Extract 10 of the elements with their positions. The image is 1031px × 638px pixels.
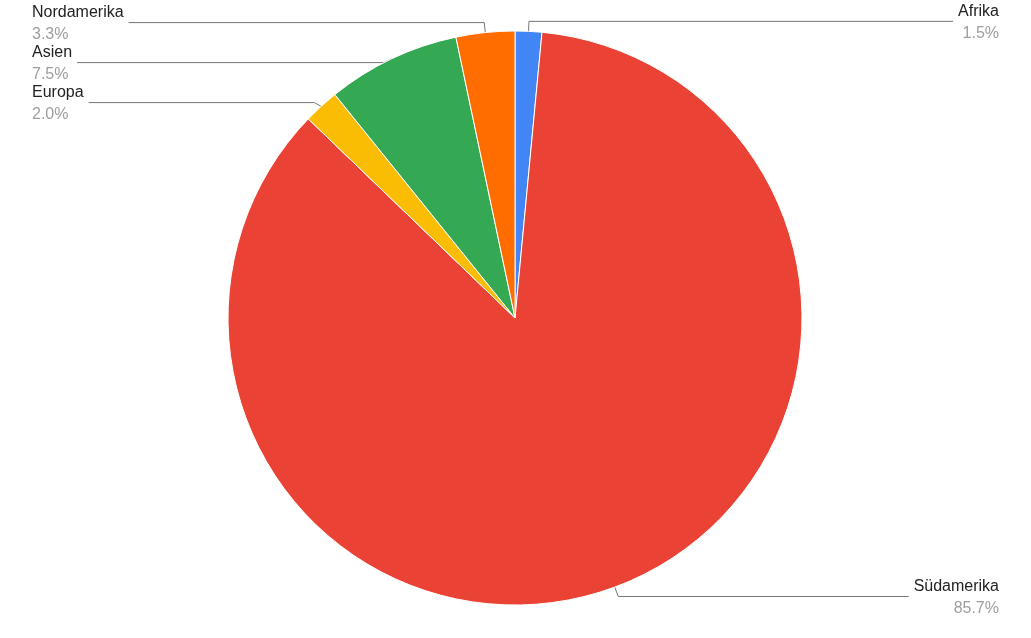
data-label: 85.7% [953,598,999,616]
data-label: 2.0% [32,105,69,123]
slice-label: Nordamerika [32,3,124,21]
data-label: 7.5% [32,65,69,83]
slice-label: Europa [32,83,84,101]
data-label: 1.5% [962,23,999,41]
data-label: 3.3% [32,25,69,43]
slice-label: Afrika [958,1,1000,19]
slice-label: Südamerika [913,576,1000,594]
slice-label: Asien [32,43,73,61]
